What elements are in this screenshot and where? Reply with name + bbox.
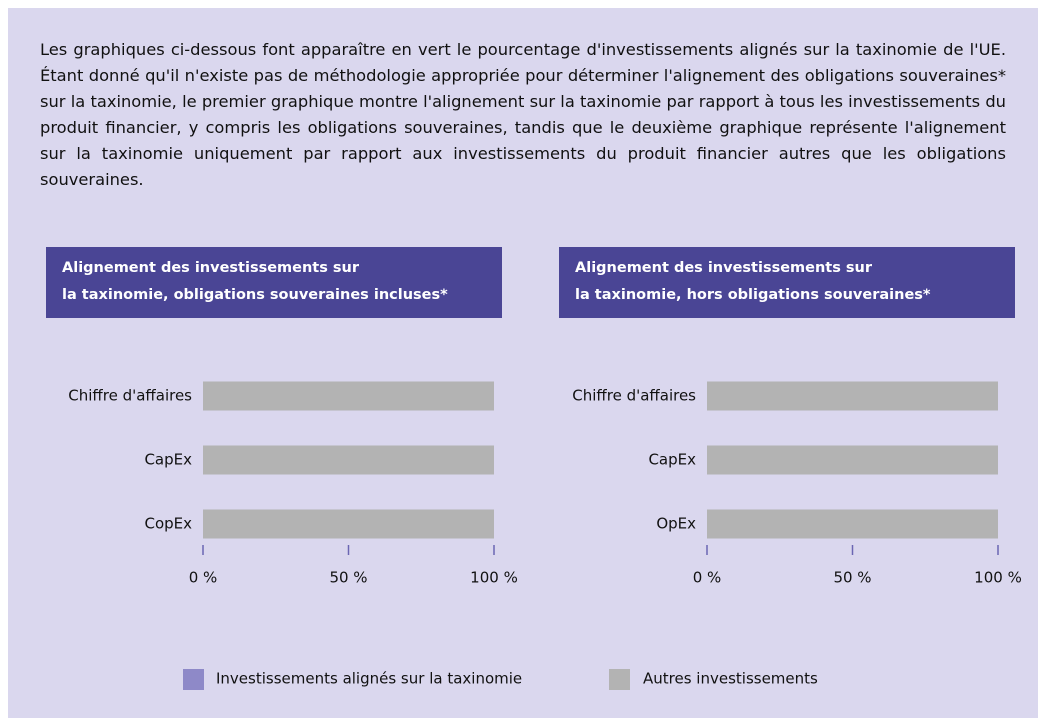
intro-text: Les graphiques ci-dessous font apparaîtr… — [40, 40, 1006, 189]
bar-segment — [203, 509, 494, 539]
legend-swatch — [183, 669, 204, 690]
bar-segment — [203, 381, 494, 411]
category-label: CapEx — [648, 451, 696, 469]
bar-segment — [707, 509, 998, 539]
title-box — [559, 247, 1015, 318]
x-tick-label: 0 % — [693, 569, 722, 587]
bar-segment — [707, 445, 998, 475]
panel — [8, 8, 1038, 718]
chart-title: Alignement des investissements sur — [62, 260, 360, 276]
bar-segment — [707, 381, 998, 411]
x-tick-label: 100 % — [974, 569, 1022, 587]
x-tick-label: 0 % — [189, 569, 218, 587]
category-label: CopEx — [144, 515, 192, 533]
category-label: Chiffre d'affaires — [68, 387, 192, 405]
x-tick-label: 50 % — [833, 569, 871, 587]
chart-title: Alignement des investissements sur — [575, 260, 873, 276]
x-tick-label: 50 % — [329, 569, 367, 587]
category-label: Chiffre d'affaires — [572, 387, 696, 405]
title-box — [46, 247, 502, 318]
legend-label: Investissements alignés sur la taxinomie — [216, 670, 522, 688]
chart-title: la taxinomie, hors obligations souverain… — [575, 287, 931, 303]
category-label: CapEx — [144, 451, 192, 469]
legend-label: Autres investissements — [643, 670, 818, 688]
x-tick-label: 100 % — [470, 569, 518, 587]
category-label: OpEx — [656, 515, 696, 533]
chart-title: la taxinomie, obligations souveraines in… — [62, 287, 448, 303]
legend-swatch — [609, 669, 630, 690]
bar-segment — [203, 445, 494, 475]
